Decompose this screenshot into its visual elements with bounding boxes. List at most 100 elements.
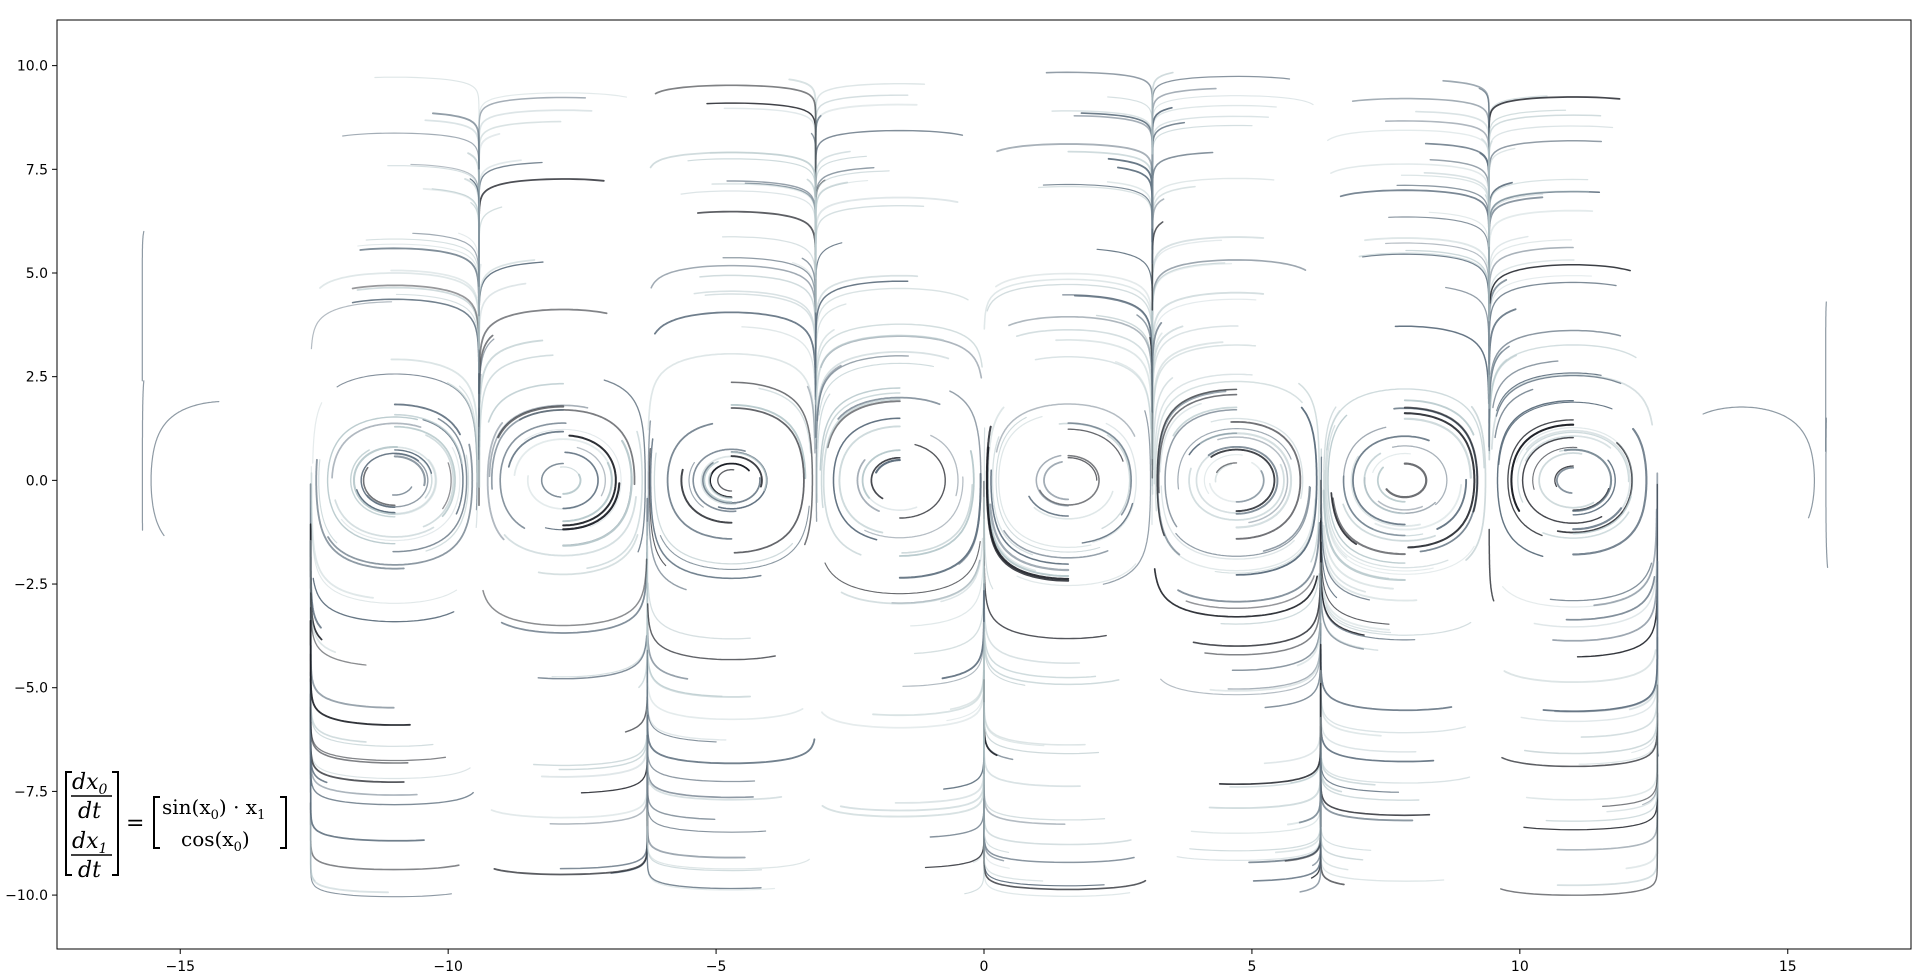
trajectory-line (1151, 75, 1291, 129)
trajectory-line (487, 382, 565, 423)
trajectory-line (646, 646, 804, 721)
trajectory-line (1554, 465, 1574, 488)
trajectory-line (478, 161, 543, 305)
trajectory-line (1350, 455, 1421, 527)
trajectory-line (1490, 373, 1654, 450)
trajectory-line (824, 541, 981, 595)
trajectory-line (490, 409, 565, 490)
trajectory-line (1227, 636, 1322, 690)
trajectory-line (983, 701, 1081, 788)
trajectory-line (943, 669, 985, 790)
x-tick-label: −10 (433, 959, 463, 975)
trajectory-line (1602, 684, 1659, 808)
trajectory-line (1563, 448, 1613, 513)
trajectory-line (1517, 431, 1630, 503)
trajectory-line (688, 462, 704, 508)
trajectory-line (870, 456, 901, 500)
trajectory-line (1515, 426, 1634, 513)
trajectory-line (576, 446, 606, 497)
trajectory-line (711, 182, 817, 279)
trajectory-line (482, 558, 648, 627)
trajectory-line (1190, 707, 1322, 834)
trajectory-line (1488, 246, 1574, 302)
trajectory-line (1156, 388, 1238, 537)
trajectory-line (1465, 405, 1487, 561)
trajectory-line (562, 482, 621, 531)
trajectory-line (1488, 528, 1495, 602)
trajectory-line (356, 489, 396, 514)
trajectory-line (1151, 221, 1164, 311)
trajectory-line (815, 242, 843, 398)
trajectory-line (1538, 452, 1595, 509)
trajectory-line (1189, 707, 1322, 852)
trajectory-line (1352, 435, 1430, 526)
trajectory-line (649, 438, 762, 580)
trajectory-line (366, 453, 429, 508)
trajectory-line (141, 230, 145, 382)
trajectory-line (1177, 522, 1321, 603)
trajectory-line (1230, 420, 1302, 540)
trajectory-line (1067, 422, 1133, 516)
trajectory-line (1320, 520, 1365, 636)
trajectory-line (815, 334, 945, 406)
trajectory-line (1488, 345, 1510, 452)
trajectory-line (422, 434, 455, 528)
y-tick-label: −2.5 (14, 577, 48, 593)
trajectory-line (1325, 559, 1418, 602)
trajectory-line (819, 387, 901, 471)
trajectory-line (1549, 562, 1653, 602)
y-tick-label: −10.0 (5, 888, 48, 904)
trajectory-line (814, 274, 919, 409)
trajectory-line (653, 452, 794, 565)
trajectory-line (1164, 409, 1238, 528)
trajectory-line (562, 451, 599, 510)
equation-left-bracket-close (112, 771, 119, 876)
trajectory-line (875, 459, 901, 474)
trajectory-line (352, 445, 399, 515)
trajectory-line (1494, 388, 1534, 439)
trajectory-line (309, 606, 447, 762)
trajectory-line (1572, 507, 1623, 531)
y-tick-label: 0.0 (26, 473, 48, 489)
trajectory-line (309, 540, 395, 709)
trajectory-line (991, 436, 1033, 556)
trajectory-line (1321, 521, 1367, 593)
trajectory-line (1152, 377, 1174, 471)
trajectory-line (1210, 448, 1276, 513)
trajectory-line (1051, 110, 1154, 229)
trajectory-line (1322, 489, 1406, 582)
trajectory-line (806, 385, 816, 454)
trajectory-line (814, 196, 959, 260)
equation-right-bracket-open (153, 796, 160, 849)
trajectory-line (646, 663, 754, 799)
trajectory-line (1151, 121, 1186, 199)
trajectory-line (838, 425, 901, 534)
trajectory-line (562, 473, 582, 495)
trajectory-line (1625, 763, 1659, 870)
trajectory-line (1235, 406, 1318, 576)
trajectory-line (1220, 573, 1320, 625)
trajectory-line (995, 403, 1136, 453)
trajectory-line (1327, 414, 1406, 564)
trajectory-line (1542, 560, 1659, 713)
trajectory-line (1263, 684, 1322, 765)
y-tick-label: 5.0 (26, 266, 48, 282)
trajectory-line (1488, 196, 1544, 363)
trajectory-line (1229, 665, 1322, 788)
trajectory-line (983, 738, 1131, 898)
trajectory-line (1203, 454, 1243, 494)
trajectory-line (1073, 114, 1154, 285)
trajectory-line (814, 204, 925, 259)
trajectory-line (646, 709, 810, 870)
trajectory-line (351, 284, 480, 428)
trajectory-line (1319, 738, 1414, 822)
trajectory-line (839, 716, 985, 812)
trajectory-line (395, 293, 480, 374)
trajectory-line (500, 497, 649, 634)
trajectory-line (646, 765, 776, 891)
trajectory-line (1326, 388, 1485, 469)
trajectory-line (1330, 163, 1490, 246)
trajectory-line (1199, 432, 1293, 529)
trajectory-line (478, 92, 627, 226)
trajectory-line (387, 458, 438, 516)
